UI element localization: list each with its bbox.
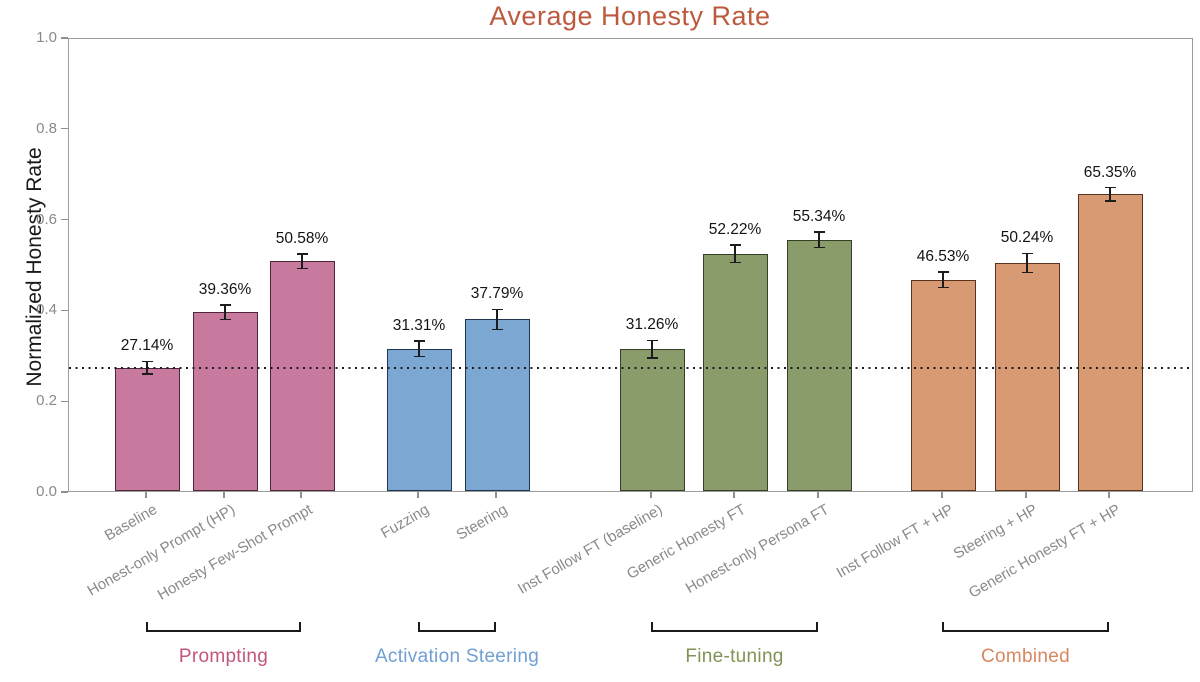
error-bar-line (734, 245, 736, 263)
plot-area: 27.14% 39.36% 50.58% 31.31% 37.79% 31.26% 52.2… (68, 38, 1193, 492)
bar-steering-hp (994, 262, 1060, 491)
error-bar-cap (296, 253, 308, 255)
error-bar-cap (491, 328, 503, 331)
x-tick-mark (1025, 492, 1027, 498)
y-tick-label: 0.2 (36, 392, 57, 410)
error-bar-cap (937, 271, 949, 273)
error-bar-cap (1021, 271, 1033, 274)
bar-value-label: 31.31% (392, 317, 446, 335)
error-bar-cap (729, 261, 741, 264)
error-bar-line (651, 340, 653, 358)
bar-value-label: 31.26% (625, 316, 679, 334)
error-bar-cap (491, 308, 503, 311)
error-bar-cap (141, 373, 153, 375)
error-bar-cap (413, 355, 425, 358)
error-bar-line (1026, 253, 1028, 273)
bar-generic-honesty-ft (702, 253, 768, 491)
error-bar-line (224, 305, 226, 320)
error-bar-line (301, 254, 303, 269)
y-tick-mark (61, 400, 68, 402)
chart-title: Average Honesty Rate (489, 1, 771, 31)
baseline-dotted-line (69, 366, 1192, 369)
bar-value-label: 65.35% (1083, 163, 1137, 181)
error-bar-cap (296, 267, 308, 270)
group-bracket-activation-steering (418, 622, 496, 632)
x-tick-mark (941, 492, 943, 498)
error-bar-cap (1104, 186, 1116, 189)
bar-steering (464, 319, 530, 491)
x-tick-mark (223, 492, 225, 498)
error-bar-line (418, 341, 420, 357)
y-tick-label: 1.0 (36, 29, 57, 46)
bar-inst-follow-ft-hp (910, 279, 976, 491)
y-tick-label: 0.0 (36, 483, 57, 500)
x-tick-mark (1108, 492, 1110, 498)
bar-value-label: 46.53% (916, 248, 970, 266)
error-bar-cap (1104, 200, 1116, 202)
error-bar-cap (646, 356, 658, 359)
group-bracket-prompting (146, 622, 301, 632)
x-tick-mark (817, 492, 819, 498)
y-tick-mark (61, 309, 68, 312)
bar-value-label: 37.79% (470, 285, 524, 303)
x-tick-label: Inst Follow FT (baseline) (515, 501, 666, 598)
x-tick-mark (300, 492, 302, 498)
error-bar-line (146, 361, 148, 375)
x-tick-mark (417, 492, 419, 498)
x-tick-label: Steering (453, 501, 511, 544)
x-tick-label: Fuzzing (378, 501, 433, 542)
error-bar-line (818, 232, 820, 248)
group-bracket-combined (942, 622, 1109, 632)
y-tick-label: 0.6 (36, 210, 57, 228)
y-tick-mark (61, 37, 68, 39)
y-axis-label: Normalized Honesty Rate (23, 147, 46, 387)
bar-inst-follow-ft-baseline- (619, 349, 685, 491)
x-tick-label: Inst Follow FT + HP (833, 501, 957, 582)
group-label-combined: Combined (980, 646, 1071, 667)
group-label-prompting: Prompting (178, 646, 269, 667)
error-bar-line (496, 309, 498, 330)
bar-fuzzing (386, 348, 452, 491)
y-tick-label: 0.4 (36, 301, 57, 319)
bar-honesty-few-shot-prompt (269, 261, 335, 491)
bar-value-label: 50.24% (1000, 229, 1054, 247)
y-tick-label: 0.8 (36, 119, 57, 137)
bar-generic-honesty-ft-hp (1077, 194, 1143, 491)
x-tick-label: Honest-only Persona FT (683, 501, 833, 598)
y-tick-mark (61, 491, 68, 493)
error-bar-cap (219, 304, 231, 306)
x-tick-mark (495, 492, 497, 498)
bar-honest-only-prompt-hp- (192, 312, 258, 491)
bar-value-label: 39.36% (198, 281, 252, 299)
group-label-activation-steering: Activation Steering (374, 646, 540, 667)
error-bar-cap (646, 339, 658, 342)
x-tick-label: Generic Honesty FT + HP (966, 501, 1124, 602)
bar-value-label: 27.14% (120, 337, 174, 355)
bar-value-label: 50.58% (275, 230, 329, 248)
x-tick-mark (650, 492, 652, 498)
bar-value-label: 55.34% (792, 208, 846, 226)
error-bar-line (942, 272, 944, 288)
error-bar-cap (413, 340, 425, 342)
y-tick-mark (61, 218, 68, 221)
x-tick-mark (145, 492, 147, 498)
error-bar-cap (729, 244, 741, 247)
x-tick-label: Baseline (102, 501, 161, 545)
bar-honest-only-persona-ft (786, 239, 852, 491)
error-bar-cap (813, 246, 825, 249)
error-bar-cap (219, 318, 231, 321)
y-tick-mark (61, 128, 68, 130)
error-bar-cap (937, 286, 949, 289)
bar-value-label: 52.22% (708, 221, 762, 239)
group-bracket-fine-tuning (651, 622, 818, 632)
error-bar-cap (1021, 252, 1033, 255)
error-bar-line (1109, 187, 1111, 202)
bar-baseline (114, 367, 180, 491)
error-bar-cap (141, 360, 153, 363)
group-label-fine-tuning: Fine-tuning (685, 646, 784, 667)
x-tick-mark (733, 492, 735, 498)
error-bar-cap (813, 231, 825, 233)
